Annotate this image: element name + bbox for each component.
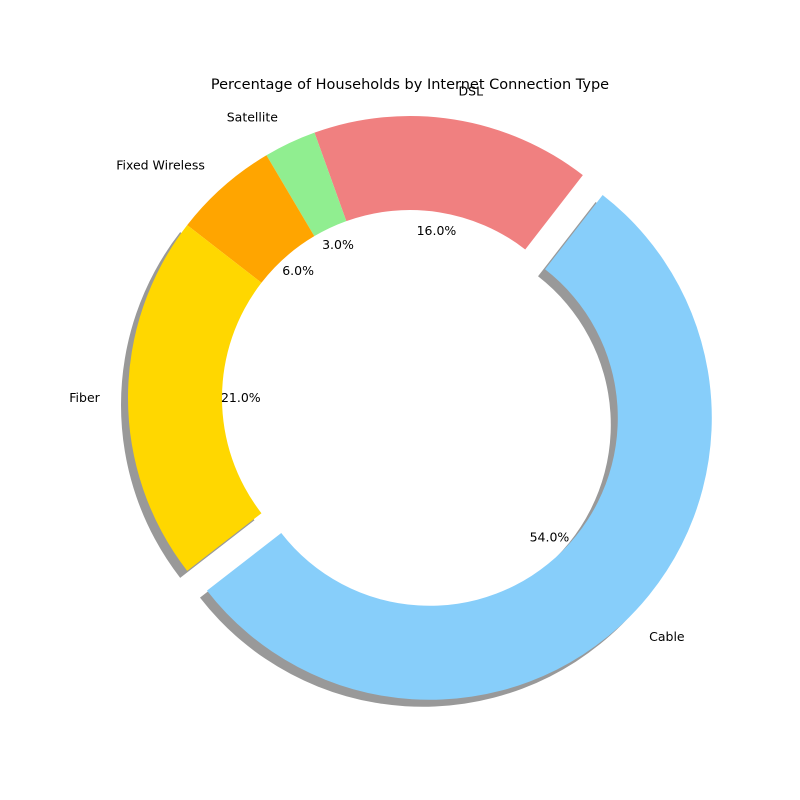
- label-fiber: Fiber: [69, 390, 100, 405]
- slice-fixed-wireless: [187, 155, 315, 283]
- label-cable: Cable: [649, 629, 685, 644]
- pct-fixed-wireless: 6.0%: [282, 263, 314, 278]
- label-dsl: DSL: [459, 84, 484, 99]
- slice-satellite: [266, 132, 347, 237]
- pct-fiber: 21.0%: [221, 390, 261, 405]
- chart-title: Percentage of Households by Internet Con…: [211, 77, 609, 93]
- label-satellite: Satellite: [227, 109, 279, 124]
- pct-satellite: 3.0%: [322, 237, 354, 252]
- percent-labels: 54.0% 16.0% 3.0% 6.0% 21.0%: [221, 223, 569, 545]
- pct-cable: 54.0%: [530, 529, 570, 544]
- slice-dsl: [314, 115, 583, 250]
- slice-fiber: [127, 225, 262, 571]
- label-fixed-wireless: Fixed Wireless: [116, 157, 205, 172]
- slice-cable: [206, 194, 712, 700]
- pct-dsl: 16.0%: [417, 223, 457, 238]
- slice-labels: Cable DSL Satellite Fixed Wireless Fiber: [69, 84, 685, 645]
- slices: [127, 115, 712, 700]
